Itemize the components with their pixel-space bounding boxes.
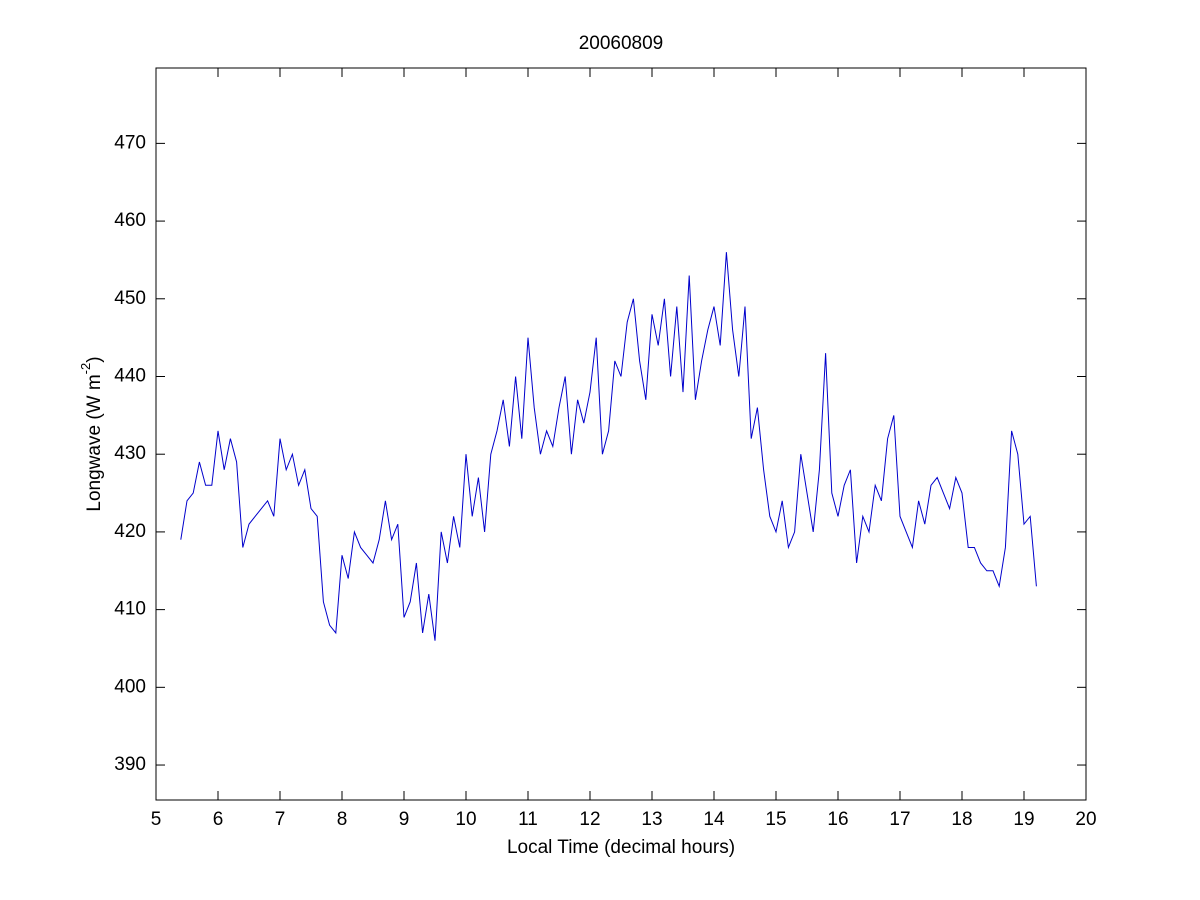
x-axis-label: Local Time (decimal hours) [507, 837, 735, 858]
y-tick-label: 400 [114, 676, 146, 697]
y-tick-label: 460 [114, 210, 146, 231]
axes-box [155, 67, 1087, 801]
x-tick-label: 14 [703, 809, 725, 830]
data-line [180, 252, 1037, 641]
y-tick-label: 450 [114, 288, 146, 309]
x-tick-label: 5 [151, 809, 162, 830]
x-tick-label: 9 [399, 809, 410, 830]
x-tick-label: 12 [579, 809, 600, 830]
x-tick-label: 10 [455, 809, 476, 830]
y-label-sup: -2 [78, 363, 93, 375]
y-axis-label: Longwave (W m-2) [78, 356, 105, 511]
y-tick-label: 390 [114, 754, 146, 775]
chart-title: 20060809 [579, 33, 664, 54]
y-tick-label: 440 [114, 366, 146, 387]
x-tick-label: 15 [765, 809, 786, 830]
y-tick-label: 420 [114, 521, 146, 542]
x-tick-label: 7 [275, 809, 286, 830]
y-tick-label: 410 [114, 599, 146, 620]
x-tick-label: 19 [1013, 809, 1034, 830]
y-label-suffix: ) [84, 356, 105, 362]
x-tick-label: 11 [518, 809, 538, 830]
x-tick-label: 20 [1075, 809, 1096, 830]
x-tick-label: 16 [827, 809, 848, 830]
x-tick-label: 18 [951, 809, 972, 830]
y-label-text: Longwave (W m [84, 374, 105, 511]
y-tick-label: 470 [114, 132, 146, 153]
y-tick-label: 430 [114, 443, 146, 464]
x-tick-label: 17 [889, 809, 910, 830]
x-tick-label: 6 [213, 809, 224, 830]
x-tick-label: 8 [337, 809, 348, 830]
x-tick-label: 13 [641, 809, 662, 830]
